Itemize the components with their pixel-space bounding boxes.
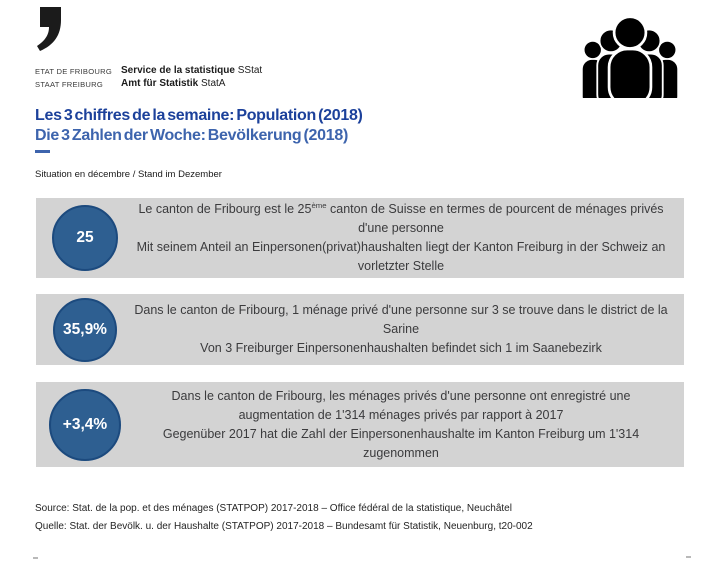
stat-circle-col: +3,4% — [36, 388, 134, 461]
org-header: ETAT DE FRIBOURG STAAT FREIBURG Service … — [35, 64, 262, 91]
stat-value-2: 35,9% — [63, 320, 107, 338]
stat-text-2-fr: Dans le canton de Fribourg, 1 ménage pri… — [134, 301, 668, 339]
stat-row-1: 25 Le canton de Fribourg est le 25ème ca… — [36, 198, 684, 278]
stat-text-1-de: Mit seinem Anteil an Einpersonen(privat)… — [136, 240, 666, 273]
subtitle: Situation en décembre / Stand im Dezembe… — [35, 169, 222, 180]
stat-value-3: +3,4% — [62, 415, 108, 433]
source-line-fr: Source: Stat. de la pop. et des ménages … — [35, 503, 512, 514]
stat-text-2: Dans le canton de Fribourg, 1 ménage pri… — [134, 301, 684, 358]
title-fr: Les 3 chiffres de la semaine: Population… — [35, 107, 363, 124]
stat-circle-2: 35,9% — [53, 297, 117, 362]
title-de: Die 3 Zahlen der Woche: Bevölkerung (201… — [35, 126, 348, 144]
stat-text-2-fr-pre: Dans le canton de Fribourg, 1 ménage pri… — [134, 303, 668, 336]
stat-circle-col: 25 — [36, 205, 134, 271]
stat-text-1-fr-post: canton de Suisse en termes de pourcent d… — [326, 202, 664, 235]
stat-circle-1: 25 — [52, 205, 118, 271]
department-names: Service de la statistique SStat Amt für … — [121, 64, 262, 91]
stat-text-3-fr: Dans le canton de Fribourg, les ménages … — [134, 387, 668, 425]
stat-text-1-fr-sup: ème — [311, 200, 327, 210]
dept-fr: Service de la statistique SStat — [121, 64, 262, 77]
stat-value-1: 25 — [76, 229, 94, 246]
source-line-de: Quelle: Stat. der Bevölk. u. der Haushal… — [35, 520, 533, 532]
fribourg-comma-logo-icon — [37, 7, 61, 51]
stat-text-3-fr-pre: Dans le canton de Fribourg, les ménages … — [171, 388, 631, 422]
stat-text-1-fr-pre: Le canton de Fribourg est le 25 — [138, 202, 312, 216]
stat-circle-col: 35,9% — [36, 297, 134, 362]
dept-fr-name: Service de la statistique — [121, 65, 235, 76]
people-group-icon — [582, 15, 678, 98]
stat-circle-3: +3,4% — [49, 388, 121, 461]
stat-text-1-fr: Le canton de Fribourg est le 25ème canto… — [134, 200, 668, 238]
stat-text-3-de: Gegenüber 2017 hat die Zahl der Einperso… — [162, 426, 640, 460]
source-block: Source: Stat. de la pop. et des ménages … — [35, 500, 533, 535]
page-title: Les 3 chiffres de la semaine: Population… — [35, 106, 363, 145]
fold-mark-right — [686, 556, 691, 558]
stat-text-2-de: Von 3 Freiburger Einpersonenhaushalten b… — [200, 341, 602, 355]
stat-text-1: Le canton de Fribourg est le 25ème canto… — [134, 200, 684, 276]
dept-de-abbr: StatA — [198, 78, 226, 89]
stat-text-3: Dans le canton de Fribourg, les ménages … — [134, 387, 684, 463]
dept-de-name: Amt für Statistik — [121, 78, 199, 89]
dept-de: Amt für Statistik StatA — [121, 77, 262, 90]
title-dash — [35, 150, 50, 153]
fold-mark-left — [33, 557, 38, 559]
org-name-fr: ETAT DE FRIBOURG — [35, 67, 112, 76]
org-name-de: STAAT FREIBURG — [35, 79, 104, 89]
org-names: ETAT DE FRIBOURG STAAT FREIBURG — [35, 64, 112, 91]
stat-row-2: 35,9% Dans le canton de Fribourg, 1 ména… — [36, 294, 684, 365]
stat-row-3: +3,4% Dans le canton de Fribourg, les mé… — [36, 382, 684, 467]
dept-fr-abbr: SStat — [234, 65, 263, 76]
